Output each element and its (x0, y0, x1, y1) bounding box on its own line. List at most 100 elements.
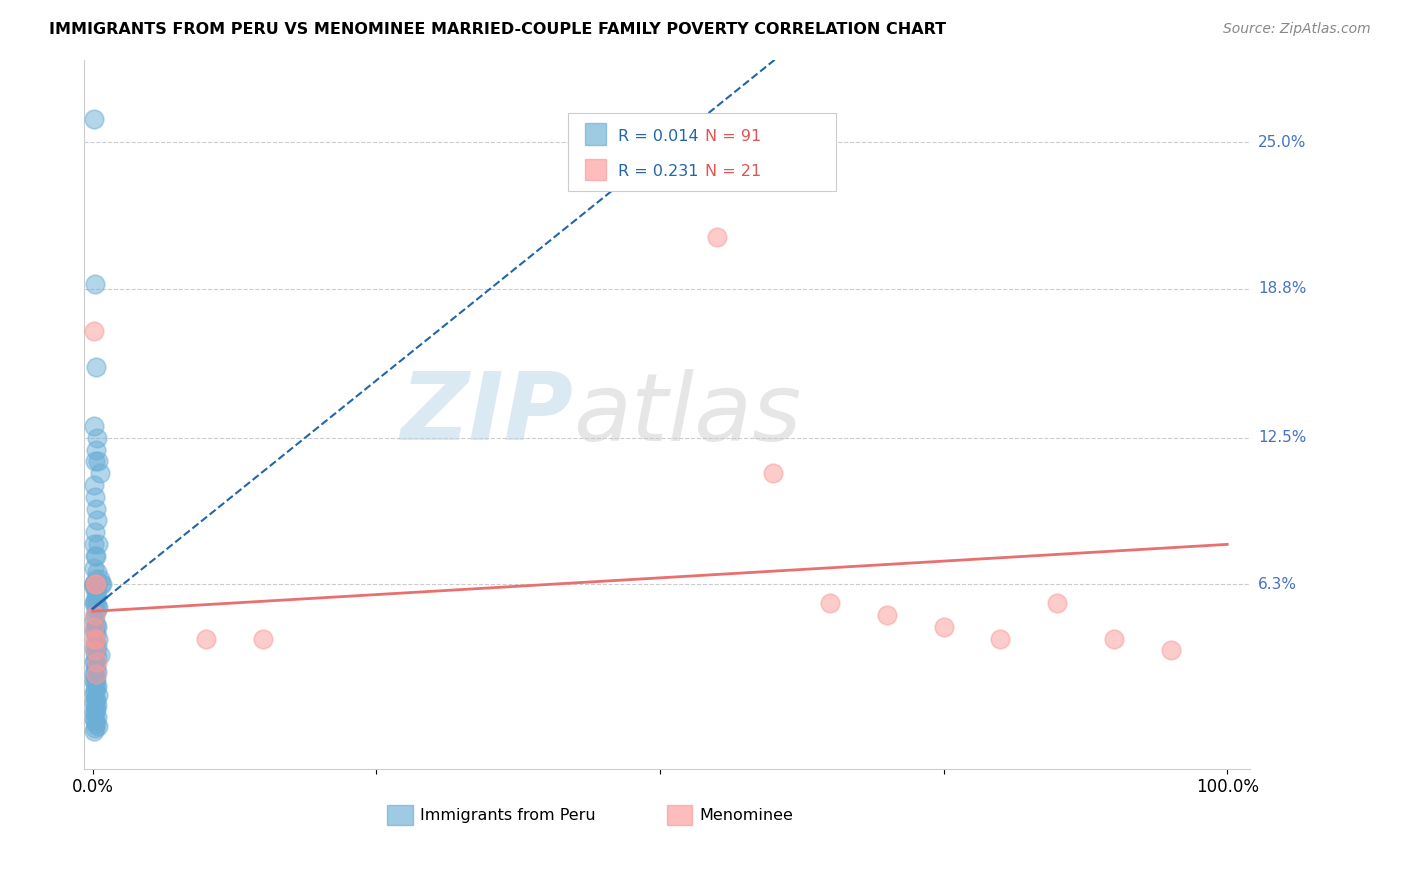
Point (84, 716, 107, 731)
Point (83, 577, 105, 591)
Point (83, 560, 105, 574)
Point (988, 632, 1011, 646)
Point (83, 418, 105, 433)
Text: ZIP: ZIP (401, 368, 574, 460)
Point (87, 600, 110, 615)
Point (84, 577, 107, 591)
Point (84, 442, 107, 457)
Point (86, 709, 108, 723)
Point (83, 624, 105, 639)
Point (84, 573, 107, 587)
Point (83, 577, 105, 591)
Point (89, 573, 111, 587)
Point (195, 632, 218, 646)
Point (84, 577, 107, 591)
Text: Menominee: Menominee (699, 808, 793, 822)
Point (86, 584, 108, 599)
Point (83, 537, 105, 551)
Text: 6.3%: 6.3% (1258, 577, 1298, 591)
Point (83, 712, 105, 726)
Point (762, 466, 785, 480)
Point (89, 466, 111, 480)
Point (84, 584, 107, 599)
Point (83, 723, 105, 738)
Point (86, 698, 108, 712)
Text: atlas: atlas (574, 368, 801, 459)
Point (84, 549, 107, 563)
Bar (387, 805, 412, 825)
Point (84, 277, 107, 291)
Point (84, 607, 107, 622)
Point (84, 607, 107, 622)
Point (252, 632, 274, 646)
Point (84, 525, 107, 540)
Point (932, 620, 955, 634)
Point (84, 603, 107, 617)
Text: N = 91: N = 91 (706, 128, 762, 144)
Text: Source: ZipAtlas.com: Source: ZipAtlas.com (1223, 22, 1371, 37)
Point (84, 669, 107, 683)
Point (84, 622, 107, 636)
Point (87, 688, 110, 702)
Point (90, 577, 112, 591)
Point (84, 672, 107, 686)
Point (84, 577, 107, 591)
Point (84, 577, 107, 591)
Text: 12.5%: 12.5% (1258, 430, 1306, 445)
Point (84, 627, 107, 641)
Point (86, 665, 108, 679)
Point (84, 707, 107, 722)
Point (83, 655, 105, 669)
Text: 18.8%: 18.8% (1258, 281, 1306, 296)
Text: 25.0%: 25.0% (1258, 135, 1306, 150)
Point (86, 650, 108, 665)
Point (90, 577, 112, 591)
Point (83, 674, 105, 689)
Bar (585, 123, 606, 145)
Point (86, 513, 108, 527)
Point (84, 667, 107, 681)
Point (84, 676, 107, 690)
Text: R = 0.231: R = 0.231 (617, 164, 699, 179)
Point (1046, 596, 1069, 610)
Point (83, 112, 105, 126)
Point (83, 596, 105, 610)
Point (84, 577, 107, 591)
Point (84, 636, 107, 650)
Point (86, 679, 108, 693)
Point (84, 653, 107, 667)
Point (86, 599, 108, 613)
Point (84, 690, 107, 705)
Bar (666, 805, 693, 825)
Text: R = 0.014: R = 0.014 (617, 128, 699, 144)
Point (84, 577, 107, 591)
Point (83, 705, 105, 719)
Point (84, 577, 107, 591)
Point (86, 577, 108, 591)
Point (83, 613, 105, 627)
Point (84, 683, 107, 698)
Text: IMMIGRANTS FROM PERU VS MENOMINEE MARRIED-COUPLE FAMILY POVERTY CORRELATION CHAR: IMMIGRANTS FROM PERU VS MENOMINEE MARRIE… (49, 22, 946, 37)
Point (86, 577, 108, 591)
Point (84, 589, 107, 603)
Point (87, 719, 110, 733)
Bar (585, 159, 606, 180)
Point (84, 646, 107, 660)
Point (84, 643, 107, 657)
Point (83, 620, 105, 634)
Point (84, 593, 107, 607)
Point (86, 655, 108, 669)
Point (83, 324, 105, 338)
Point (84, 681, 107, 696)
Point (84, 702, 107, 716)
Point (84, 577, 107, 591)
Point (83, 640, 105, 655)
Point (83, 580, 105, 594)
Point (84, 632, 107, 646)
Point (84, 693, 107, 707)
FancyBboxPatch shape (568, 112, 837, 191)
Point (84, 700, 107, 714)
Point (84, 577, 107, 591)
Point (86, 620, 108, 634)
Point (84, 490, 107, 504)
